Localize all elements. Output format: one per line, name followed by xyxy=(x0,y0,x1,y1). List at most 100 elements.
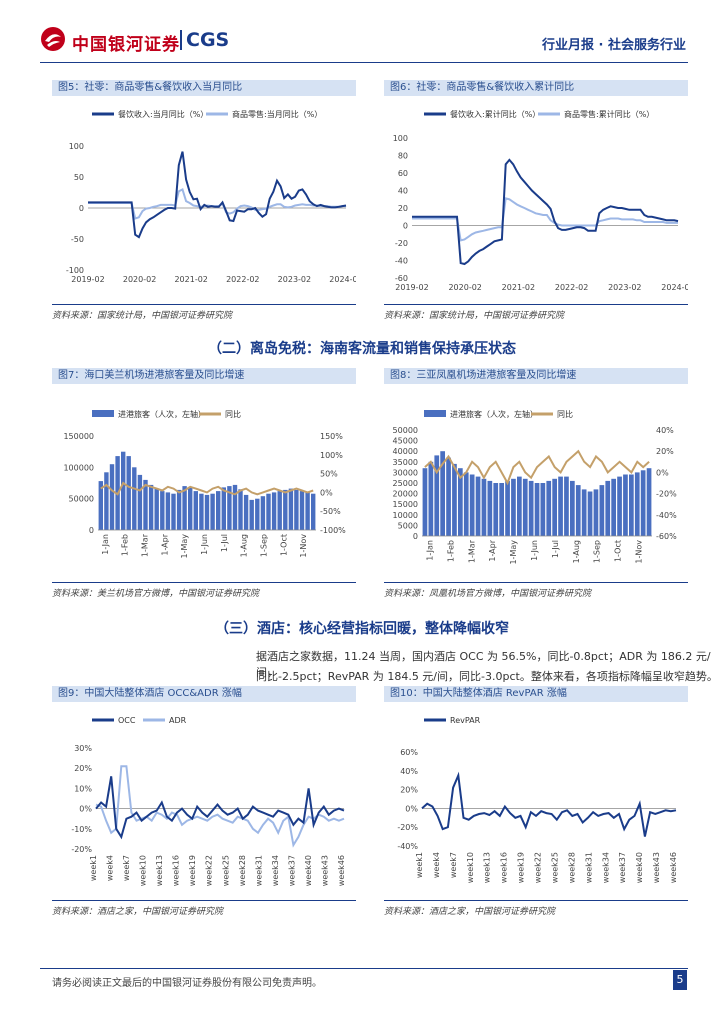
fig5-xtick-label: 2020-02 xyxy=(123,275,156,284)
fig7-bar xyxy=(283,489,288,530)
fig8-bar xyxy=(499,483,504,536)
fig10-ytick-label: 40% xyxy=(400,767,418,776)
fig9-xtick-label: week10 xyxy=(139,855,148,886)
fig9-source-divider xyxy=(52,900,356,901)
fig7-bar xyxy=(109,464,115,530)
fig8-bar xyxy=(564,476,569,536)
fig7-yleft-tick-label: 0 xyxy=(89,526,94,535)
fig8-bar xyxy=(505,480,510,536)
fig7-xtick-label: 1-Jul xyxy=(220,534,229,552)
fig8-legend-label-0: 进港旅客（人次，左轴） xyxy=(450,409,538,419)
fig8-yright-tick-label: -40% xyxy=(656,511,677,520)
fig7-source-divider xyxy=(52,582,356,583)
fig8-yleft-tick-label: 30000 xyxy=(393,468,418,477)
fig6-source-divider xyxy=(384,304,688,305)
fig8-bar xyxy=(487,480,493,536)
fig7-bar xyxy=(243,494,249,530)
fig9-xtick-label: week16 xyxy=(172,855,181,886)
fig7-yright-tick-label: -50% xyxy=(320,507,341,516)
fig8-bar xyxy=(581,489,587,536)
fig6-legend-label-1: 商品零售:累计同比（%） xyxy=(564,109,654,119)
fig6-xtick-label: 2023-02 xyxy=(608,283,641,292)
fig10-xtick-label: week28 xyxy=(567,852,576,883)
fig5-source-divider xyxy=(52,304,356,305)
fig7-yleft-tick-label: 100000 xyxy=(63,463,94,472)
fig7-yoy-line xyxy=(100,481,314,496)
fig9-xtick-label: week7 xyxy=(122,855,131,881)
fig8-caption: 图8：三亚凤凰机场进港旅客量及同比增速 xyxy=(384,368,688,384)
section-title-duty-free: （二）离岛免税：海南客流量和销售保持承压状态 xyxy=(208,341,516,357)
fig8-xtick-label: 1-Aug xyxy=(572,540,581,563)
hotel-body-line2: 同比-2.5pct；RevPAR 为 184.5 元/间，同比-3.0pct。整… xyxy=(256,670,718,683)
fig7-xtick-label: 1-Jan xyxy=(101,534,110,555)
fig5-series-1-line xyxy=(88,187,346,220)
fig8-legend-swatch-0 xyxy=(424,410,446,417)
fig7-bar xyxy=(294,489,299,530)
fig9-xtick-label: week4 xyxy=(106,855,115,881)
fig7-bar xyxy=(210,493,215,530)
fig7-xtick-label: 1-Sep xyxy=(259,534,268,557)
fig9-xtick-label: week22 xyxy=(205,855,214,886)
fig8-yleft-tick-label: 45000 xyxy=(393,437,418,446)
fig7-xtick-label: 1-May xyxy=(180,534,189,559)
fig8-xtick-label: 1-Sep xyxy=(593,540,602,563)
fig6-ytick-label: 20 xyxy=(398,204,408,213)
fig5-ytick-label: 0 xyxy=(79,204,84,213)
fig9-ytick-label: -20% xyxy=(71,845,92,854)
fig8-yleft-tick-label: 20000 xyxy=(393,490,418,499)
fig7-bar xyxy=(148,484,154,530)
fig7-legend-swatch-0 xyxy=(92,410,114,417)
fig5-legend-label-0: 餐饮收入:当月同比（%） xyxy=(118,109,208,119)
fig6-series-1-line xyxy=(412,197,678,242)
fig9-source: 资料来源：酒店之家，中国银河证券研究院 xyxy=(52,907,224,917)
fig9-ytick-label: 30% xyxy=(74,744,92,753)
fig7-bar xyxy=(98,481,103,530)
fig6-ytick-label: 0 xyxy=(403,222,408,231)
fig9-xtick-label: week40 xyxy=(304,855,313,886)
fig10-xtick-label: week16 xyxy=(500,852,509,883)
fig10-xtick-label: week10 xyxy=(466,852,475,883)
fig10-ytick-label: 0% xyxy=(405,804,418,813)
fig8-bar xyxy=(570,480,575,536)
fig6-ytick-label: -40 xyxy=(395,257,408,266)
fig7-yright-tick-label: 50% xyxy=(320,470,338,479)
fig8-bar xyxy=(534,483,540,536)
fig5-legend-label-1: 商品零售:当月同比（%） xyxy=(232,109,322,119)
fig7-bar xyxy=(132,467,137,530)
fig9-series-0-line xyxy=(95,776,345,840)
fig7-bar xyxy=(227,486,232,530)
fig9-chart: OCC ADR 30% 20% 10% 0% -10% -20%week1 week4 week7… xyxy=(71,716,346,886)
fig10-caption: 图10：中国大陆整体酒店 RevPAR 涨幅 xyxy=(384,686,688,702)
fig8-bar xyxy=(469,474,475,536)
fig8-yright-tick-label: 40% xyxy=(656,426,674,435)
fig7-xtick-label: 1-Nov xyxy=(299,534,308,558)
fig8-yleft-tick-label: 0 xyxy=(413,532,418,541)
fig8-yoy-line xyxy=(424,449,650,486)
fig8-bar xyxy=(446,457,451,536)
fig6-ytick-label: -60 xyxy=(395,274,408,283)
fig10-ytick-label: 20% xyxy=(400,786,418,795)
fig6-xtick-label: 2020-02 xyxy=(448,283,481,292)
fig7-xtick-label: 1-Jun xyxy=(200,534,209,555)
fig6-xtick-label: 2021-02 xyxy=(502,283,535,292)
fig8-bar xyxy=(587,491,593,536)
fig6-ytick-label: -20 xyxy=(395,239,408,248)
fig6-ytick-label: 80 xyxy=(398,152,408,161)
fig7-bar xyxy=(154,488,159,530)
fig8-source: 资料来源：凤凰机场官方微博，中国银河证券研究院 xyxy=(384,589,592,599)
fig10-source-divider xyxy=(384,900,688,901)
section-title-hotel: （三）酒店：核心经营指标回暖，整体降幅收窄 xyxy=(215,621,509,637)
fig10-xtick-label: week43 xyxy=(652,852,661,883)
fig7-xtick-label: 1-Feb xyxy=(121,534,130,556)
fig7-source: 资料来源：美兰机场官方微博，中国银河证券研究院 xyxy=(52,589,260,599)
fig10-ytick-label: 60% xyxy=(400,748,418,757)
hotel-body-line1: 据酒店之家数据，11.24 当周，国内酒店 OCC 为 56.5%，同比-0.8… xyxy=(256,650,711,679)
fig8-bar xyxy=(511,478,516,536)
fig8-bar xyxy=(458,468,463,536)
fig10-xtick-label: week1 xyxy=(415,852,424,878)
fig8-xtick-label: 1-Jun xyxy=(530,540,539,561)
fig7-yright-tick-label: 100% xyxy=(320,451,343,460)
fig6-xtick-label: 2024-02 xyxy=(661,283,688,292)
fig5-xtick-label: 2024-02 xyxy=(329,275,356,284)
fig9-series-1-line xyxy=(95,765,345,848)
